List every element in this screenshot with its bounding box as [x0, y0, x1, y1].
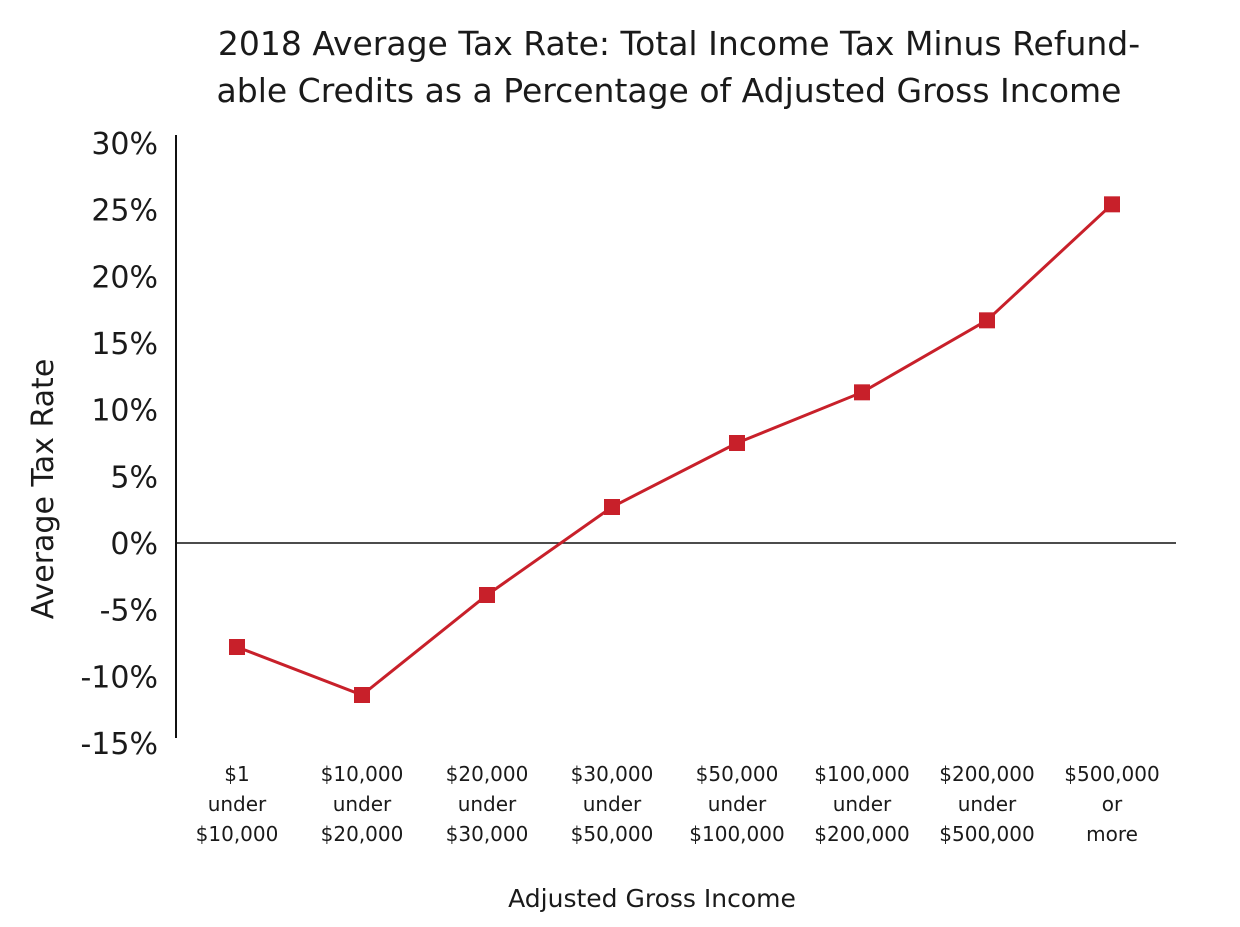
- x-tick-label-line: $30,000: [446, 822, 529, 846]
- x-tick-label-line: $10,000: [196, 822, 279, 846]
- x-tick-label: $10,000 under $20,000: [321, 762, 404, 846]
- data-point-marker: [979, 312, 995, 329]
- data-point-marker: [1104, 196, 1120, 213]
- y-axis-ticks: 30% 25% 20% 15% 10% 5% 0% -5% -10% -15%: [80, 127, 158, 762]
- x-tick-label-line: $100,000: [689, 822, 784, 846]
- x-tick-label: $500,000 or more: [1064, 762, 1159, 846]
- x-tick-label-line: $200,000: [939, 762, 1034, 786]
- x-tick-label-line: under: [958, 792, 1017, 816]
- x-tick-label: $1 under $10,000: [196, 762, 279, 846]
- x-tick-label-line: $50,000: [696, 762, 779, 786]
- x-axis-label: Adjusted Gross Income: [508, 884, 796, 913]
- x-tick-label-line: $500,000: [1064, 762, 1159, 786]
- y-tick-label: 20%: [91, 260, 158, 295]
- x-tick-label-line: under: [458, 792, 517, 816]
- data-point-marker: [604, 499, 620, 515]
- data-point-marker: [854, 384, 870, 401]
- x-tick-label-line: $20,000: [321, 822, 404, 846]
- x-tick-label-line: under: [833, 792, 892, 816]
- y-tick-label: 0%: [110, 527, 158, 562]
- x-tick-label: $50,000 under $100,000: [689, 762, 784, 846]
- x-tick-label: $30,000 under $50,000: [571, 762, 654, 846]
- y-tick-label: 25%: [91, 194, 158, 229]
- data-point-marker: [229, 639, 245, 655]
- x-tick-label-line: more: [1086, 822, 1138, 846]
- x-tick-label-line: or: [1102, 792, 1123, 816]
- data-point-marker: [729, 435, 745, 451]
- y-tick-label: 10%: [91, 394, 158, 429]
- y-tick-label: 15%: [91, 327, 158, 362]
- x-tick-label-line: $1: [224, 762, 249, 786]
- x-axis-ticks: $1 under $10,000$10,000 under $20,000$20,000…: [196, 762, 1160, 846]
- data-point-marker: [354, 687, 370, 703]
- y-axis-label: Average Tax Rate: [26, 359, 61, 620]
- series-line: [236, 203, 1114, 697]
- y-tick-label: -10%: [80, 660, 158, 695]
- x-tick-label-line: $30,000: [571, 762, 654, 786]
- chart-title-line-1: 2018 Average Tax Rate: Total Income Tax …: [218, 24, 1140, 63]
- y-tick-label: -5%: [100, 594, 158, 629]
- x-tick-label: $200,000 under $500,000: [939, 762, 1034, 846]
- x-tick-label-line: under: [708, 792, 767, 816]
- x-tick-label-line: $200,000: [814, 822, 909, 846]
- x-tick-label-line: under: [333, 792, 392, 816]
- data-point-marker: [479, 587, 495, 603]
- x-tick-label-line: $50,000: [571, 822, 654, 846]
- x-tick-label: $100,000 under $200,000: [814, 762, 909, 846]
- x-tick-label-line: $100,000: [814, 762, 909, 786]
- y-tick-label: 30%: [91, 127, 158, 162]
- series-tax-rate: [229, 196, 1120, 703]
- x-tick-label-line: $20,000: [446, 762, 529, 786]
- y-tick-label: 5%: [110, 460, 158, 495]
- y-tick-label: -15%: [80, 727, 158, 762]
- chart-title-line-2: able Credits as a Percentage of Adjusted…: [217, 71, 1122, 110]
- x-tick-label-line: $500,000: [939, 822, 1034, 846]
- x-tick-label-line: under: [583, 792, 642, 816]
- x-tick-label-line: $10,000: [321, 762, 404, 786]
- x-tick-label: $20,000 under $30,000: [446, 762, 529, 846]
- x-tick-label-line: under: [208, 792, 267, 816]
